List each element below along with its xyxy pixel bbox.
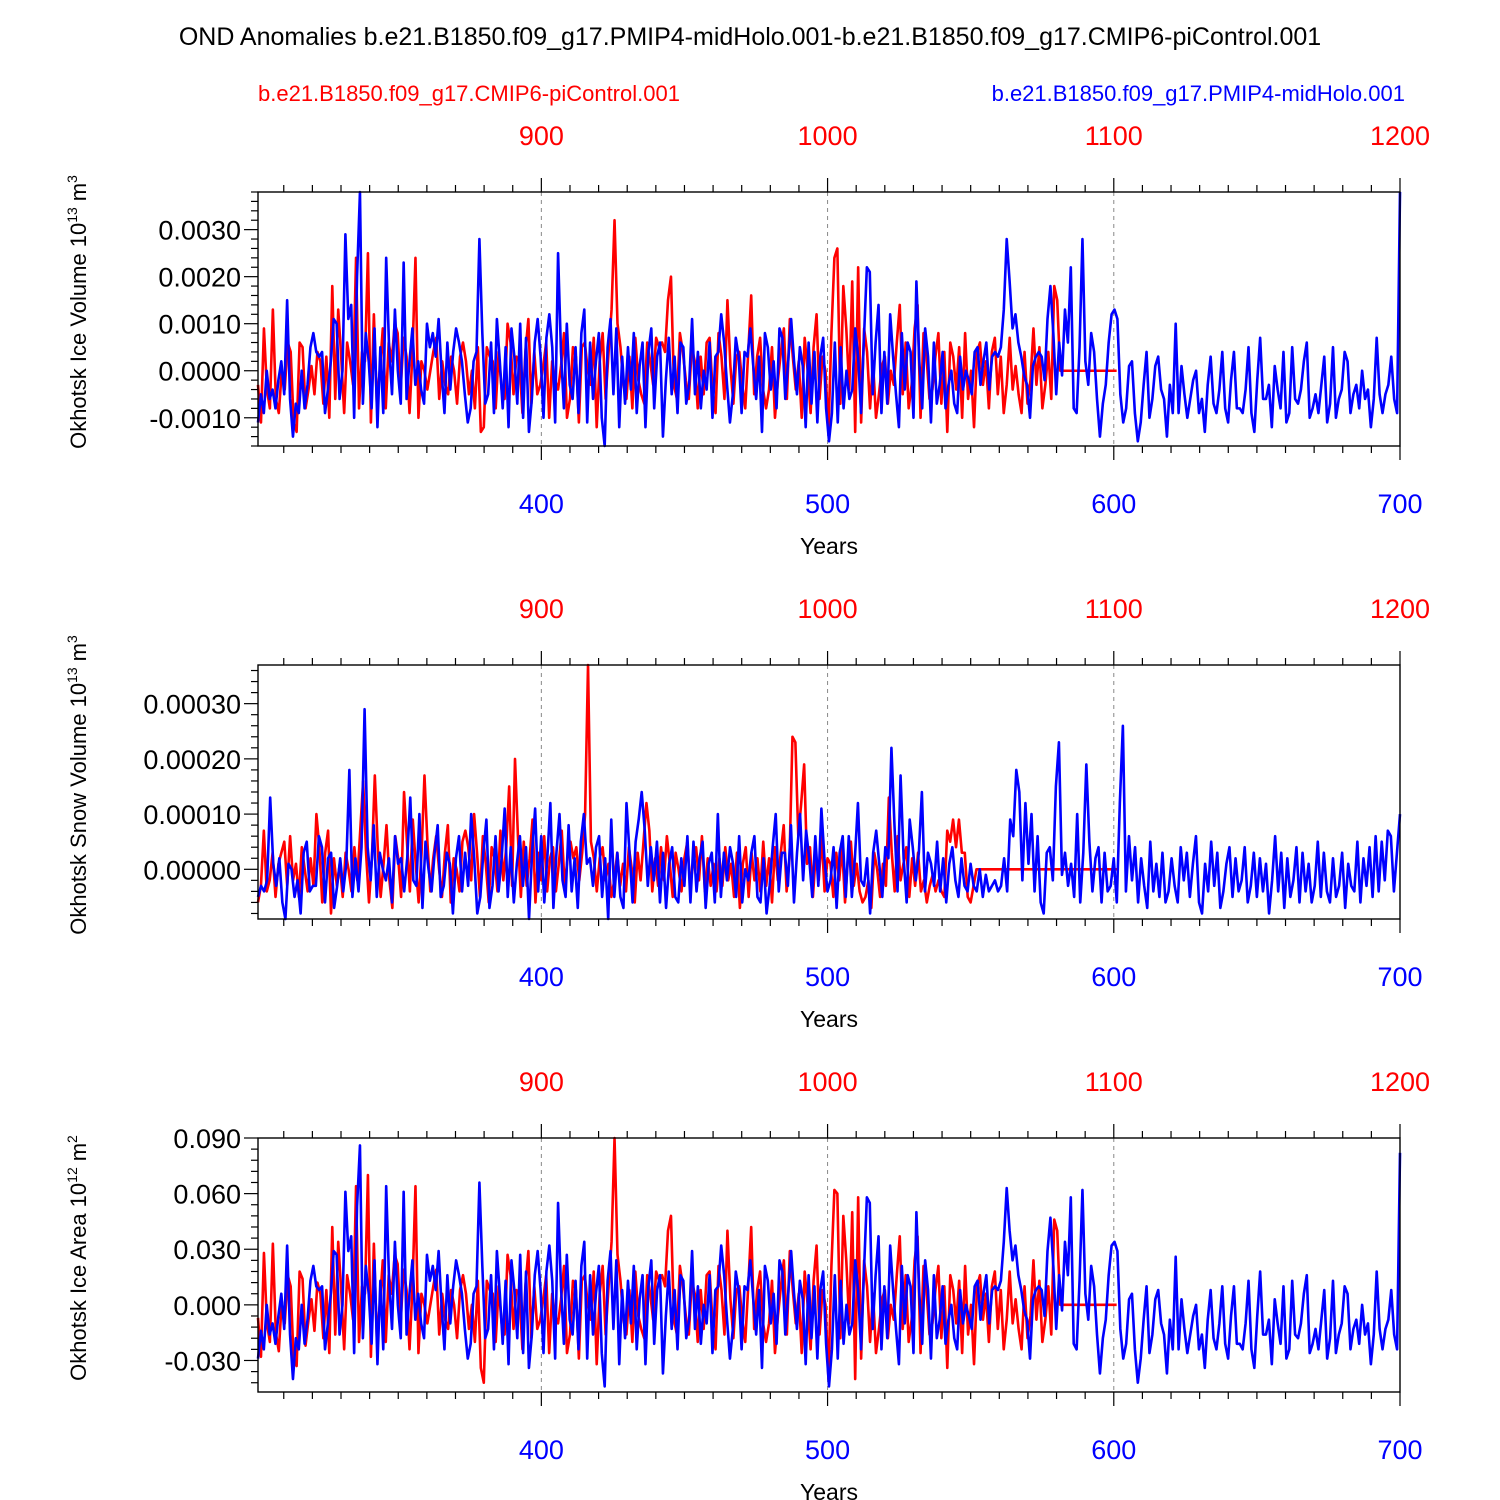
y-axis-label-name: Okhotsk Snow Volume [66,713,91,934]
x-bottom-tick-label: 700 [1377,962,1422,992]
y-tick-label: 0.0010 [158,310,241,340]
y-tick-label: -0.030 [164,1346,241,1376]
y-axis-label: Okhotsk Ice Area 1012 m2 [64,1135,91,1381]
legend-picontrol: b.e21.B1850.f09_g17.CMIP6-piControl.001 [258,81,680,106]
series-line-midholo [256,190,1402,448]
x-bottom-tick-label: 400 [519,1435,564,1465]
chart-title: OND Anomalies b.e21.B1850.f09_g17.PMIP4-… [179,23,1321,51]
y-axis-label-unit-base: 10 [66,223,91,247]
y-axis-label-unit-base: 10 [66,1183,91,1207]
y-tick-label: 0.00000 [143,855,241,885]
x-top-tick-label: 1200 [1370,121,1430,151]
y-tick-label: -0.0010 [149,404,241,434]
y-tick-label: 0.000 [173,1291,241,1321]
x-top-tick-label: 1000 [798,1067,858,1097]
x-bottom-tick-label: 700 [1377,1435,1422,1465]
x-axis-label: Years [800,533,858,559]
y-axis-label-unit-power: 3 [64,175,80,183]
y-axis-label-name: Okhotsk Ice Area [66,1213,91,1381]
x-bottom-tick-label: 600 [1091,489,1136,519]
x-axis-label: Years [800,1479,858,1500]
panel-2: 0.00000 0.00010 0.00020 0.00030 400 500 600 700… [64,594,1430,1032]
x-bottom-tick-label: 700 [1377,489,1422,519]
legend-midholo: b.e21.B1850.f09_g17.PMIP4-midHolo.001 [992,81,1405,106]
y-axis-label-name: Okhotsk Ice Volume [66,253,91,449]
y-tick-label: 0.0000 [158,357,241,387]
y-axis-label-unit-base: 10 [66,683,91,707]
x-bottom-tick-label: 600 [1091,1435,1136,1465]
y-tick-label: 0.0020 [158,263,241,293]
y-tick-label: 0.090 [173,1124,241,1154]
x-bottom-tick-label: 500 [805,1435,850,1465]
y-tick-label: 0.0030 [158,216,241,246]
y-axis-label-unit-exp: 13 [64,667,80,683]
y-tick-label: 0.00020 [143,745,241,775]
y-axis-label: Okhotsk Ice Volume 1013 m3 [64,175,91,449]
series-line-picontrol [256,1136,1117,1385]
x-top-tick-label: 1100 [1085,121,1143,151]
panel-1: -0.0010 0.0000 0.0010 0.0020 0.0030 400 500 600… [64,121,1430,559]
x-top-tick-label: 900 [519,1067,564,1097]
x-top-tick-label: 1200 [1370,1067,1430,1097]
y-axis-label: Okhotsk Snow Volume 1013 m3 [64,635,91,935]
x-bottom-tick-label: 500 [805,489,850,519]
x-bottom-tick-label: 500 [805,962,850,992]
y-axis-label-unit: m [66,643,91,661]
y-tick-label: 0.030 [173,1235,241,1265]
x-bottom-tick-label: 400 [519,962,564,992]
x-top-tick-label: 1100 [1085,1067,1143,1097]
y-axis-label-unit-power: 2 [64,1135,80,1143]
x-axis-label: Years [800,1006,858,1032]
x-top-tick-label: 1000 [798,121,858,151]
y-axis-label-unit-exp: 12 [64,1167,80,1183]
y-tick-label: 0.00030 [143,690,241,720]
y-axis-label-unit-exp: 13 [64,207,80,223]
y-axis-label-unit: m [66,183,91,201]
y-tick-label: 0.060 [173,1180,241,1210]
x-bottom-tick-label: 400 [519,489,564,519]
x-top-tick-label: 900 [519,594,564,624]
x-top-tick-label: 1000 [798,594,858,624]
x-top-tick-label: 1200 [1370,594,1430,624]
y-axis-label-unit: m [66,1143,91,1161]
series-line-midholo [256,1144,1402,1388]
x-bottom-tick-label: 600 [1091,962,1136,992]
y-tick-label: 0.00010 [143,800,241,830]
y-axis-label-unit-power: 3 [64,635,80,643]
series-line-midholo [256,707,1402,921]
x-top-tick-label: 1100 [1085,594,1143,624]
plot-frame [257,191,1401,447]
plot-panels: -0.0010 0.0000 0.0010 0.0020 0.0030 400 500 600… [64,121,1430,1500]
x-top-tick-label: 900 [519,121,564,151]
plot-frame [257,1137,1401,1393]
panel-3: -0.030 0.000 0.030 0.060 0.090 400 500 600 700 90… [64,1067,1430,1500]
